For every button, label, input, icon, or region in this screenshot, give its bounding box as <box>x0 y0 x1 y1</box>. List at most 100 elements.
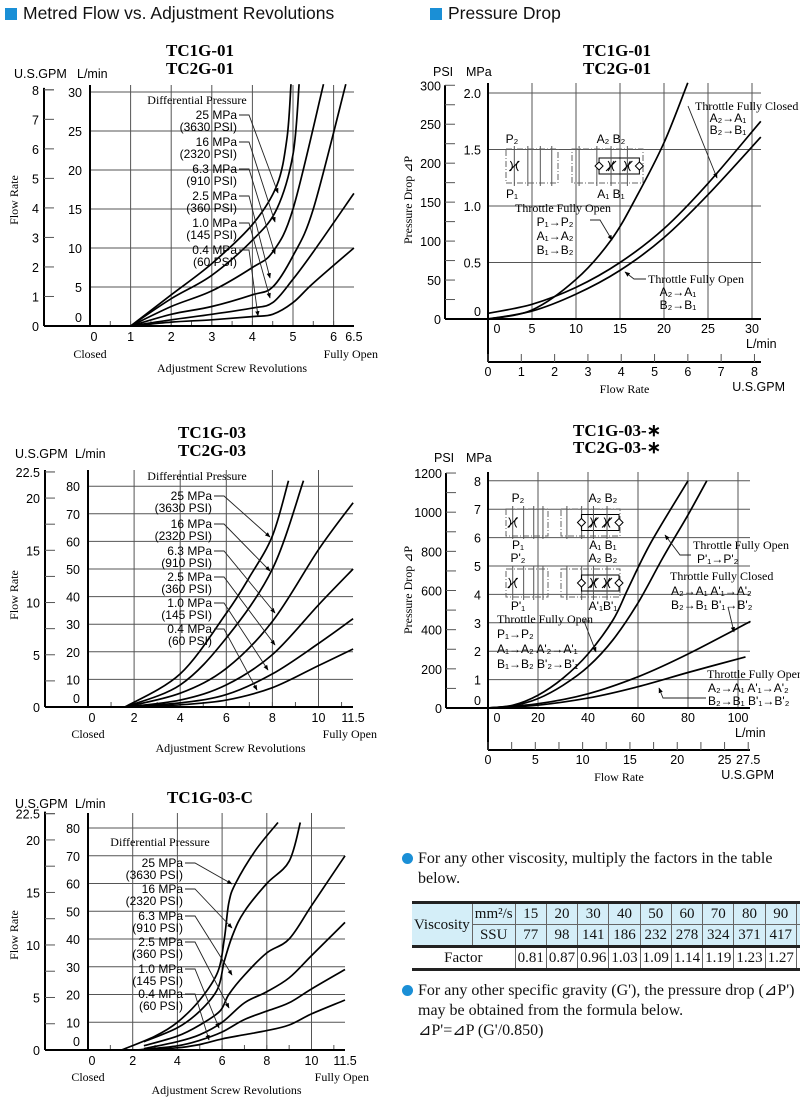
series-line-10mpa <box>137 968 346 1051</box>
y-tick-label: 80 <box>66 822 80 836</box>
lpm-unit-label: L/min <box>77 67 108 81</box>
mpa-tick-label: 0 <box>474 694 481 708</box>
ssu-cell: 464 <box>795 924 800 947</box>
series-line-04mpa <box>124 648 354 708</box>
y-tick-label: 10 <box>68 242 82 256</box>
mm2s-cell: 50 <box>639 901 672 925</box>
series-label: 25 MPa <box>171 489 213 503</box>
series-psi-label: (60 PSI) <box>193 255 237 269</box>
y-axis-label: Flow Rate <box>7 175 21 225</box>
x-tick-label: 3 <box>208 330 215 344</box>
chart-title: TC1G-01 <box>583 41 651 60</box>
port-label-top: P'₂ <box>511 551 526 565</box>
port-label-bottom: P₁ <box>512 538 524 552</box>
series-label: 25 MPa <box>196 108 238 122</box>
lpm-tick-label: 30 <box>745 322 759 336</box>
ssu-cell: 77 <box>514 924 547 947</box>
lpm-tick-label: 20 <box>531 711 545 725</box>
differential-pressure-label: Differential Pressure <box>110 835 209 849</box>
flow-path-label: B₁→B₂ <box>537 243 574 257</box>
mpa-tick-label: 0 <box>474 305 481 319</box>
mm2s-cell: 30 <box>577 901 609 925</box>
circuit-symbol-icon <box>505 566 549 600</box>
x-tick-label: 6 <box>223 711 230 725</box>
fully-open-label: Fully Open <box>324 347 378 361</box>
lpm-tick-label: 40 <box>581 711 595 725</box>
gpm-tick-label: 0 <box>485 753 492 767</box>
circuit-symbol-icon <box>505 506 549 539</box>
lpm-tick-label: 0 <box>494 711 501 725</box>
x-tick-label: 6 <box>219 1054 226 1068</box>
mpa-tick-label: 7 <box>474 503 481 517</box>
circuit-symbol-icon <box>560 506 624 539</box>
gpm-tick-label: 20 <box>670 753 684 767</box>
mpa-tick-label: 2.0 <box>464 87 481 101</box>
flow-path-label: A₂→A₁ <box>660 285 697 299</box>
series-label: 2.5 MPa <box>167 570 212 584</box>
section-bullet-icon <box>5 7 17 20</box>
leader-line <box>185 862 233 885</box>
series-psi-label: (910 PSI) <box>186 174 237 188</box>
mm2s-cell: 15 <box>514 901 547 925</box>
leader-line <box>687 105 718 179</box>
unit-ssu: SSU <box>471 924 516 947</box>
mpa-tick-label: 1 <box>474 674 481 688</box>
mm2s-cell: 90 <box>764 901 797 925</box>
series-line-1 <box>487 480 708 709</box>
y-tick-label: 20 <box>66 646 80 660</box>
psi-tick-label: 1000 <box>414 506 442 520</box>
mpa-unit-label: MPa <box>466 65 492 79</box>
factor-header: Factor <box>412 945 516 971</box>
x-tick-label: 4 <box>174 1054 181 1068</box>
y-tick-label: 70 <box>66 508 80 522</box>
gpm-tick-label: 22.5 <box>16 808 40 822</box>
x-tick-label: 4 <box>249 330 256 344</box>
series-label: 1.0 MPa <box>167 596 212 610</box>
lpm-tick-label: 15 <box>613 322 627 336</box>
x-axis-label: Flow Rate <box>594 770 644 784</box>
series-label: Throttle Fully Open <box>693 538 789 552</box>
gpm-tick-label: 22.5 <box>16 466 40 480</box>
ssu-cell: 98 <box>545 924 578 947</box>
y-tick-label: 15 <box>68 203 82 217</box>
gpm-tick-label: 5 <box>532 753 539 767</box>
chart-title: TC1G-03-C <box>167 788 253 807</box>
leader-line <box>239 114 279 194</box>
lpm-unit-label: L/min <box>746 337 777 351</box>
flow-path-label: A₂→A₁ <box>710 111 747 125</box>
gpm-tick-label: 3 <box>32 231 39 245</box>
x-tick-label: 0 <box>89 711 96 725</box>
leader-line <box>583 620 597 653</box>
gpm-tick-label: 5 <box>33 649 40 663</box>
series-line-2 <box>487 136 762 320</box>
gravity-note: For any other specific gravity (G'), the… <box>400 981 796 1021</box>
chart-title: TC1G-03-∗ <box>573 421 661 440</box>
fully-open-label: Fully Open <box>323 727 377 741</box>
section-header-metred-flow: Metred Flow vs. Adjustment Revolutions <box>5 3 334 24</box>
series-line-63mpa <box>130 83 325 327</box>
psi-tick-label: 0 <box>435 702 442 716</box>
gpm-tick-label: 15 <box>26 886 40 900</box>
psi-tick-label: 1200 <box>414 467 442 481</box>
series-line-0 <box>487 480 689 709</box>
leader-line <box>185 888 233 929</box>
gpm-tick-label: 27.5 <box>736 753 760 767</box>
gpm-tick-label: 5 <box>651 365 658 379</box>
mpa-tick-label: 8 <box>474 475 481 489</box>
gpm-tick-label: 8 <box>32 84 39 98</box>
mpa-tick-label: 1.5 <box>464 144 481 158</box>
y-tick-label: 30 <box>66 961 80 975</box>
factor-cell: 0.81 <box>514 945 547 971</box>
chart-title: TC2G-01 <box>583 59 651 78</box>
x-tick-label: 2 <box>129 1054 136 1068</box>
notes-panel: For any other viscosity, multiply the fa… <box>400 849 800 1041</box>
psi-tick-label: 250 <box>420 118 441 132</box>
y-tick-label: 20 <box>66 989 80 1003</box>
gpm-tick-label: 0 <box>485 365 492 379</box>
x-tick-label: 6.5 <box>345 330 362 344</box>
leader-line <box>185 993 210 1041</box>
y-tick-label: 60 <box>66 878 80 892</box>
ssu-cell: 324 <box>702 924 734 947</box>
ssu-cell: 186 <box>608 924 641 947</box>
y-tick-label: 50 <box>66 905 80 919</box>
